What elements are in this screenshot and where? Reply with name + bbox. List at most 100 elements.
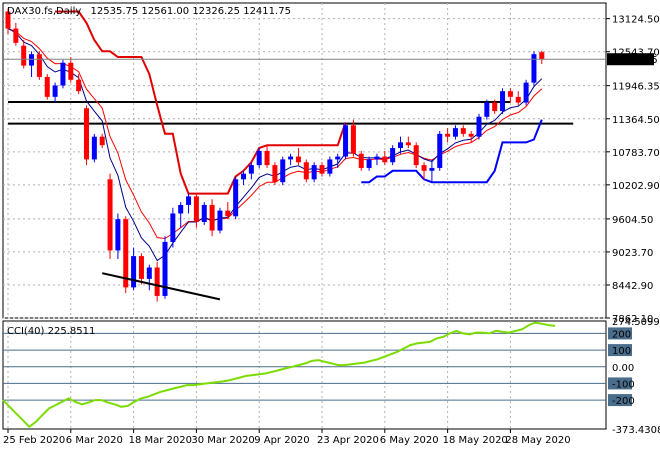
candle-body	[44, 76, 50, 97]
candle-body	[327, 159, 333, 174]
cci-tick-label: -373.4308	[612, 425, 660, 436]
candle-body	[256, 150, 262, 166]
price-tick-label: 10783.70	[612, 148, 660, 159]
candle-body	[248, 165, 254, 174]
ohlc-label: 12535.75 12561.00 12326.25 12411.75	[91, 6, 291, 17]
trend-lines	[101, 272, 221, 301]
candle-body	[154, 267, 160, 296]
candle-body	[531, 54, 537, 83]
resistance-trail	[55, 10, 347, 195]
candle-body	[76, 79, 82, 92]
candle-body	[500, 91, 506, 112]
candle-body	[382, 156, 388, 163]
time-tick-label: 9 Apr 2020	[254, 435, 309, 446]
candle-body	[186, 196, 192, 205]
candle-body	[350, 125, 356, 154]
candle-body	[413, 145, 419, 166]
candle-body	[335, 156, 341, 160]
candle-body	[311, 165, 317, 180]
price-grid	[3, 3, 606, 319]
candle-body	[5, 11, 11, 29]
price-tick-label: 10202.90	[612, 181, 660, 192]
cci-level-badge	[608, 377, 632, 390]
candle-body	[539, 52, 545, 60]
candle-body	[162, 241, 168, 296]
time-tick-label: 18 Mar 2020	[129, 435, 192, 446]
candle-body	[217, 210, 223, 231]
cci-tick-label: 200	[612, 329, 631, 340]
candle-body	[107, 179, 113, 251]
candle-body	[233, 179, 239, 217]
candle-body	[452, 128, 458, 137]
candle-body	[264, 150, 270, 166]
candles	[5, 8, 545, 302]
candle-body	[437, 133, 443, 168]
time-tick-label: 30 Mar 2020	[191, 435, 254, 446]
candle-body	[484, 102, 490, 117]
candle-body	[429, 167, 435, 171]
cci-tick-label: 100	[612, 346, 631, 357]
candle-body	[272, 165, 278, 183]
last-price-label: 12411.75	[610, 55, 658, 66]
candle-body	[288, 156, 294, 160]
time-tick-label: 18 May 2020	[443, 435, 508, 446]
candle-body	[507, 91, 513, 97]
cci-tick-label: 0.00	[612, 363, 634, 374]
candle-body	[405, 142, 411, 146]
candle-body	[201, 204, 207, 222]
cci-level-badge	[608, 344, 632, 357]
candle-body	[68, 62, 74, 80]
candle-body	[468, 133, 474, 137]
candle-body	[123, 219, 129, 288]
candle-body	[390, 148, 396, 163]
candle-body	[36, 54, 42, 77]
candle-body	[146, 267, 152, 279]
candle-body	[60, 62, 66, 86]
candle-body	[209, 204, 215, 231]
cci-tick-label: 274.5099	[612, 317, 660, 328]
time-tick-label: 6 Mar 2020	[66, 435, 123, 446]
candle-body	[460, 128, 466, 134]
last-price-box	[607, 53, 654, 66]
cci-header: CCI(40) 225.8511	[7, 326, 95, 337]
candle-body	[241, 173, 246, 180]
candle-body	[52, 85, 58, 97]
price-tick-label: 12543.70	[612, 48, 660, 59]
candle-body	[492, 102, 498, 112]
candle-body	[84, 108, 89, 160]
cci-tick-label: -200	[612, 396, 635, 407]
candle-body	[445, 133, 451, 137]
time-tick-label: 6 May 2020	[380, 435, 439, 446]
candle-body	[523, 82, 529, 103]
candle-body	[343, 125, 349, 157]
candle-body	[303, 162, 309, 180]
candle-body	[21, 45, 27, 66]
candle-body	[366, 159, 372, 168]
candle-body	[178, 204, 184, 214]
price-tick-label: 7862.10	[612, 314, 653, 325]
candle-body	[295, 156, 301, 163]
cci-grid	[7, 321, 511, 429]
candle-body	[374, 156, 380, 160]
time-tick-label: 28 May 2020	[505, 435, 570, 446]
candle-body	[29, 54, 35, 66]
candle-body	[476, 116, 482, 137]
price-tick-label: 13124.50	[612, 15, 660, 26]
candle-body	[398, 142, 403, 149]
candle-body	[91, 136, 97, 160]
cci-series-line	[2, 321, 556, 429]
price-panel: 13124.50 12543.70 11946.35 11364.50 10783.70…	[2, 2, 660, 325]
support-trend-line	[101, 272, 221, 301]
cci-level-badge	[608, 394, 632, 407]
candle-body	[358, 153, 364, 168]
candle-body	[170, 213, 176, 242]
support-trail	[361, 119, 543, 184]
price-tick-label: 8442.90	[612, 281, 653, 292]
candle-body	[99, 136, 105, 146]
candle-body	[115, 219, 121, 251]
price-tick-label: 9023.70	[612, 248, 653, 259]
candle-body	[515, 96, 521, 103]
